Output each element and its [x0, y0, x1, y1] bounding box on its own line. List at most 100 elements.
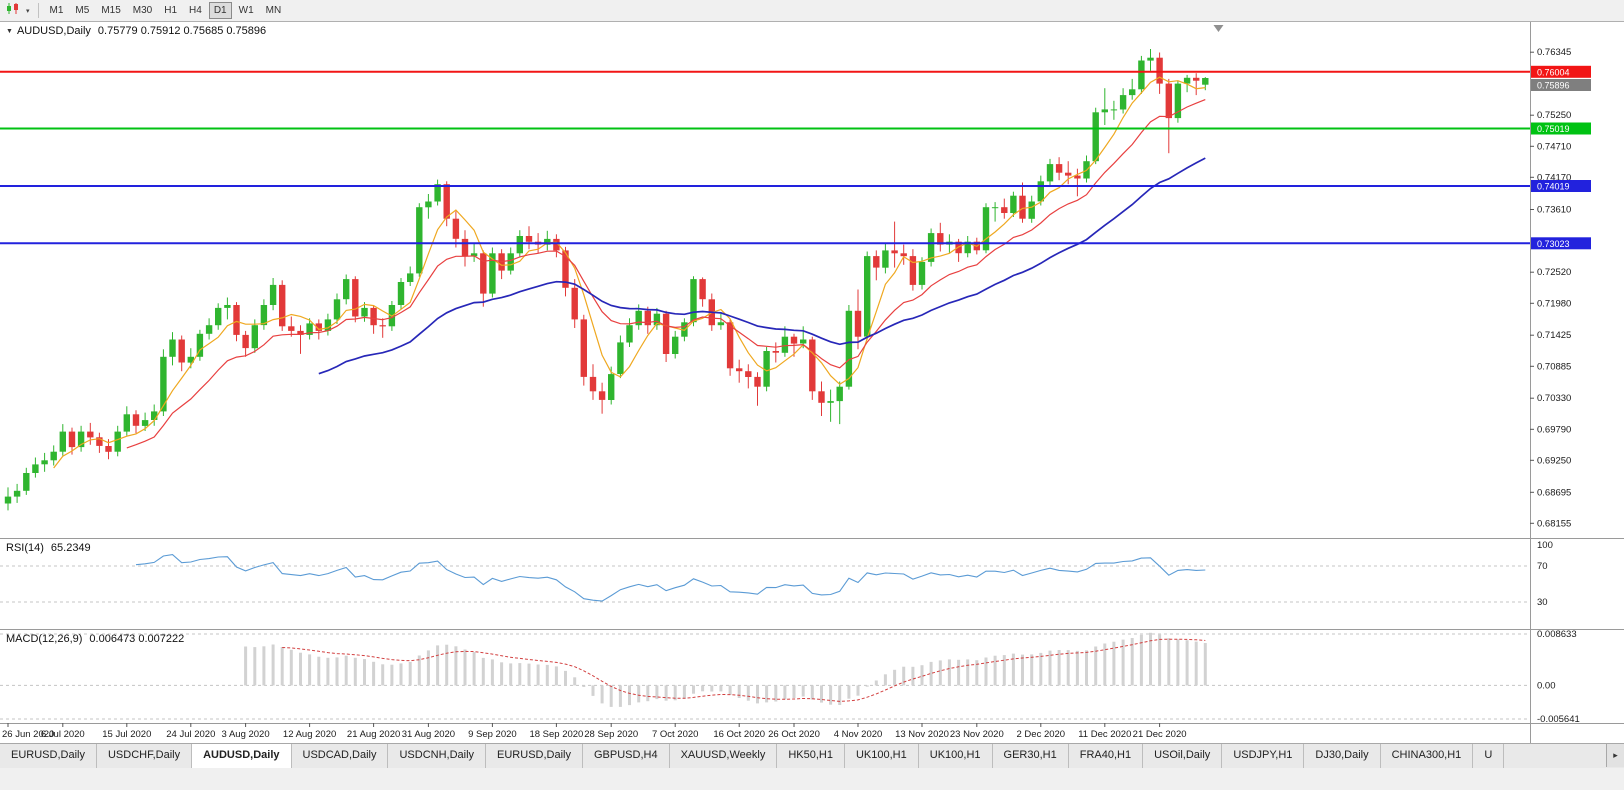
svg-text:0.73023: 0.73023	[1537, 239, 1570, 249]
chart-tab-uk100-h1[interactable]: UK100,H1	[918, 744, 993, 768]
chart-tab-ger30-h1[interactable]: GER30,H1	[992, 744, 1069, 768]
svg-text:23 Nov 2020: 23 Nov 2020	[950, 729, 1004, 740]
svg-text:0.68155: 0.68155	[1537, 518, 1571, 529]
svg-text:11 Dec 2020: 11 Dec 2020	[1078, 729, 1131, 740]
chart-tab-china300-h1[interactable]: CHINA300,H1	[1380, 744, 1474, 768]
timeframe-button-m15[interactable]: M15	[101, 5, 121, 16]
chart-tab-u[interactable]: U	[1473, 744, 1505, 768]
timeframe-button-m1[interactable]: M1	[49, 5, 64, 16]
chart-title: ▼ AUDUSD,Daily 0.75779 0.75912 0.75685 0…	[6, 25, 266, 37]
chart-tab-audusd-daily[interactable]: AUDUSD,Daily	[192, 744, 292, 768]
chart-tab-hk50-h1[interactable]: HK50,H1	[777, 744, 845, 768]
ohlc-values: 0.75779 0.75912 0.75685 0.75896	[97, 25, 267, 37]
panel-separators[interactable]	[0, 22, 1624, 743]
timeframe-button-h1[interactable]: H1	[164, 5, 178, 16]
chart-tabs-bar: EURUSD,Daily USDCHF,Daily AUDUSD,Daily USDC…	[0, 743, 1624, 768]
chart-tab-usdcnh-daily[interactable]: USDCNH,Daily	[388, 744, 487, 768]
candlestick-chart-icon	[6, 2, 20, 20]
chart-canvas[interactable]: 100 70 30 0.008633 0.00 -0.005641 0.76345 0.752…	[0, 22, 1624, 743]
rsi-label: RSI(14)	[6, 542, 44, 554]
timeframe-button-h4[interactable]: H4	[189, 5, 202, 16]
svg-text:0.71425: 0.71425	[1537, 330, 1571, 341]
bottom-spacer	[0, 768, 1624, 790]
svg-text:24 Jul 2020: 24 Jul 2020	[166, 729, 215, 740]
svg-text:0.72520: 0.72520	[1537, 267, 1571, 278]
svg-text:0.74710: 0.74710	[1537, 141, 1571, 152]
chart-shift-marker	[1213, 25, 1224, 32]
moving-average-lines	[53, 76, 1206, 469]
chart-type-caret-button[interactable]: ▾	[23, 2, 33, 20]
scroll-right-icon: ▸	[1613, 750, 1618, 760]
chart-tab-dj30-daily[interactable]: DJ30,Daily	[1304, 744, 1381, 768]
svg-text:28 Sep 2020: 28 Sep 2020	[584, 729, 638, 740]
svg-text:0.70885: 0.70885	[1537, 361, 1571, 372]
chart-tab-fra40-h1[interactable]: FRA40,H1	[1068, 744, 1144, 768]
svg-text:0.75019: 0.75019	[1537, 124, 1570, 134]
svg-text:4 Nov 2020: 4 Nov 2020	[834, 729, 883, 740]
svg-text:0.76004: 0.76004	[1537, 67, 1570, 77]
svg-text:3 Aug 2020: 3 Aug 2020	[222, 729, 270, 740]
svg-text:0.76345: 0.76345	[1537, 47, 1571, 58]
svg-text:0.75896: 0.75896	[1537, 81, 1570, 91]
chart-area[interactable]: 100 70 30 0.008633 0.00 -0.005641 0.76345 0.752…	[0, 22, 1624, 743]
timeframe-button-m30[interactable]: M30	[132, 5, 153, 16]
svg-text:70: 70	[1537, 561, 1548, 572]
svg-text:0.75250: 0.75250	[1537, 110, 1571, 121]
chart-tab-usdcad-daily[interactable]: USDCAD,Daily	[291, 744, 389, 768]
svg-text:12 Aug 2020: 12 Aug 2020	[283, 729, 336, 740]
chart-tab-usoil-daily[interactable]: USOil,Daily	[1143, 744, 1223, 768]
macd-label: MACD(12,26,9)	[6, 633, 83, 645]
svg-text:-0.005641: -0.005641	[1537, 714, 1580, 725]
macd-indicator-title: MACD(12,26,9) 0.006473 0.007222	[6, 633, 184, 645]
svg-text:7 Oct 2020: 7 Oct 2020	[652, 729, 698, 740]
svg-text:18 Sep 2020: 18 Sep 2020	[529, 729, 583, 740]
macd-axis-labels: 0.008633 0.00 -0.005641	[1537, 629, 1580, 725]
svg-text:0.69790: 0.69790	[1537, 424, 1571, 435]
chart-tab-eurusd-daily[interactable]: EURUSD,Daily	[0, 744, 97, 768]
svg-text:0.74019: 0.74019	[1537, 182, 1570, 192]
price-axis-markers: 0.76004 0.75019 0.74019 0.73023 0.75896	[1531, 65, 1591, 250]
symbol-dropdown-icon[interactable]: ▼	[6, 27, 13, 35]
svg-text:15 Jul 2020: 15 Jul 2020	[102, 729, 151, 740]
svg-text:2 Dec 2020: 2 Dec 2020	[1017, 729, 1066, 740]
chart-type-button[interactable]	[3, 2, 23, 20]
svg-text:0.70330: 0.70330	[1537, 393, 1571, 404]
svg-text:0.008633: 0.008633	[1537, 629, 1577, 640]
svg-text:9 Sep 2020: 9 Sep 2020	[468, 729, 517, 740]
horizontal-lines[interactable]	[0, 70, 1530, 245]
symbol-label: AUDUSD,Daily	[16, 25, 91, 37]
chart-tab-strip: EURUSD,Daily USDCHF,Daily AUDUSD,Daily USDC…	[0, 744, 1505, 768]
chart-tab-usdjpy-h1[interactable]: USDJPY,H1	[1222, 744, 1305, 768]
timeframe-button-w1[interactable]: W1	[238, 5, 254, 16]
svg-text:0.73610: 0.73610	[1537, 205, 1571, 216]
price-axis[interactable]: 0.76345 0.75250 0.74710 0.74170 0.73610 0.725…	[1530, 47, 1571, 529]
rsi-indicator-title: RSI(14) 65.2349	[6, 542, 91, 554]
tab-scroll-right-button[interactable]: ▸	[1606, 744, 1624, 767]
svg-text:100: 100	[1537, 540, 1553, 551]
svg-text:0.68695: 0.68695	[1537, 487, 1571, 498]
chart-tab-eurusd-daily[interactable]: EURUSD,Daily	[486, 744, 583, 768]
rsi-panel[interactable]: 100 70 30	[0, 540, 1553, 608]
chart-tab-usdchf-daily[interactable]: USDCHF,Daily	[96, 744, 193, 768]
svg-text:6 Jul 2020: 6 Jul 2020	[41, 729, 85, 740]
svg-text:16 Oct 2020: 16 Oct 2020	[713, 729, 765, 740]
macd-panel[interactable]: 0.008633 0.00 -0.005641	[0, 629, 1580, 725]
timeframe-button-mn[interactable]: MN	[265, 5, 282, 16]
svg-text:0.00: 0.00	[1537, 680, 1556, 691]
chart-tab-uk100-h1[interactable]: UK100,H1	[844, 744, 919, 768]
svg-text:26 Jun 2020: 26 Jun 2020	[2, 729, 54, 740]
svg-text:0.71980: 0.71980	[1537, 298, 1571, 309]
svg-text:31 Aug 2020: 31 Aug 2020	[402, 729, 455, 740]
chart-tab-gbpusd-h4[interactable]: GBPUSD,H4	[583, 744, 670, 768]
chart-tab-xauusd-weekly[interactable]: XAUUSD,Weekly	[669, 744, 778, 768]
timeframe-button-d1[interactable]: D1	[208, 2, 232, 19]
svg-text:21 Aug 2020: 21 Aug 2020	[347, 729, 400, 740]
macd-values: 0.006473 0.007222	[89, 633, 185, 645]
svg-text:13 Nov 2020: 13 Nov 2020	[895, 729, 949, 740]
toolbar: ▾ M1 M5 M15 M30 H1 H4 D1 W1 MN	[0, 0, 1624, 22]
timeframe-toolbar: M1 M5 M15 M30 H1 H4 D1 W1 MN	[44, 2, 288, 19]
svg-text:0.69250: 0.69250	[1537, 455, 1571, 466]
timeframe-button-m5[interactable]: M5	[75, 5, 90, 16]
